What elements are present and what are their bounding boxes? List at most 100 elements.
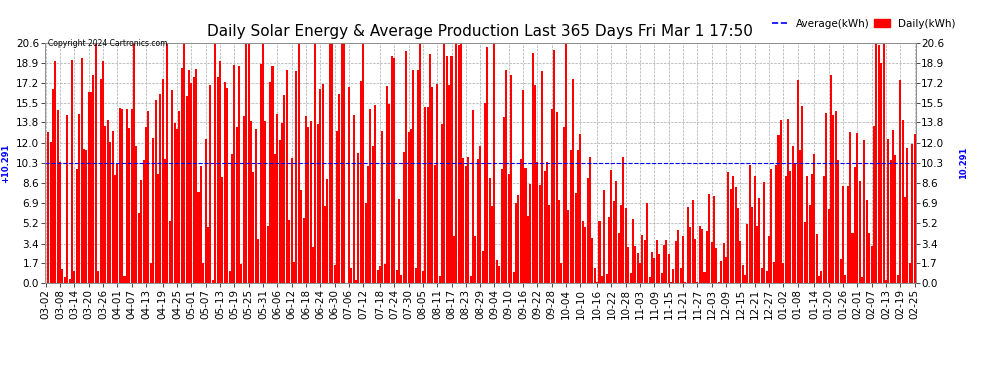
Bar <box>914 134 916 283</box>
Bar <box>484 103 486 283</box>
Bar <box>178 111 180 283</box>
Bar <box>635 246 637 283</box>
Bar <box>171 90 173 283</box>
Bar <box>197 192 200 283</box>
Bar <box>601 276 603 283</box>
Bar <box>324 206 326 283</box>
Bar <box>735 187 737 283</box>
Bar <box>579 134 581 283</box>
Bar <box>620 206 622 283</box>
Bar <box>136 146 138 283</box>
Bar <box>124 276 126 283</box>
Bar <box>515 203 517 283</box>
Bar <box>887 139 889 283</box>
Bar <box>718 282 720 283</box>
Bar <box>331 43 334 283</box>
Bar <box>408 132 410 283</box>
Bar <box>212 280 214 283</box>
Bar <box>398 199 400 283</box>
Bar <box>740 240 742 283</box>
Bar <box>214 43 216 283</box>
Text: +10.291: +10.291 <box>1 144 10 183</box>
Bar <box>574 193 576 283</box>
Bar <box>904 196 906 283</box>
Bar <box>148 111 149 283</box>
Bar <box>439 276 441 283</box>
Bar <box>336 131 338 283</box>
Bar <box>156 174 159 283</box>
Bar <box>210 86 212 283</box>
Bar <box>653 258 655 283</box>
Bar <box>851 233 853 283</box>
Bar <box>347 87 349 283</box>
Bar <box>248 43 249 283</box>
Bar <box>603 190 605 283</box>
Bar <box>775 165 777 283</box>
Bar <box>80 58 82 283</box>
Bar <box>76 170 78 283</box>
Bar <box>327 179 329 283</box>
Bar <box>648 277 650 283</box>
Bar <box>897 275 899 283</box>
Bar <box>828 209 830 283</box>
Bar <box>809 204 811 283</box>
Bar <box>298 43 300 283</box>
Bar <box>448 85 450 283</box>
Bar <box>773 262 775 283</box>
Bar <box>555 112 557 283</box>
Bar <box>565 43 567 283</box>
Bar <box>679 268 682 283</box>
Bar <box>742 265 743 283</box>
Bar <box>238 66 241 283</box>
Bar <box>339 94 341 283</box>
Bar <box>92 75 94 283</box>
Bar <box>278 140 281 283</box>
Bar <box>505 70 508 283</box>
Bar <box>833 115 835 283</box>
Bar <box>444 43 446 283</box>
Bar <box>481 251 483 283</box>
Bar <box>312 248 314 283</box>
Bar <box>56 110 58 283</box>
Bar <box>489 178 491 283</box>
Bar <box>708 194 710 283</box>
Bar <box>405 51 407 283</box>
Bar <box>317 124 319 283</box>
Bar <box>152 138 154 283</box>
Bar <box>143 160 145 283</box>
Bar <box>100 79 102 283</box>
Bar <box>567 210 569 283</box>
Bar <box>460 43 462 283</box>
Bar <box>181 68 183 283</box>
Bar <box>200 166 202 283</box>
Bar <box>477 159 479 283</box>
Bar <box>104 126 107 283</box>
Bar <box>486 47 488 283</box>
Bar <box>462 158 464 283</box>
Bar <box>222 177 224 283</box>
Bar <box>384 264 386 283</box>
Bar <box>760 268 763 283</box>
Bar <box>102 61 104 283</box>
Bar <box>870 246 872 283</box>
Bar <box>291 158 293 283</box>
Bar <box>126 110 128 283</box>
Bar <box>467 156 469 283</box>
Bar <box>85 150 87 283</box>
Bar <box>591 238 593 283</box>
Bar <box>763 182 765 283</box>
Bar <box>48 132 50 283</box>
Bar <box>452 236 455 283</box>
Bar <box>266 226 268 283</box>
Bar <box>704 272 706 283</box>
Bar <box>207 227 209 283</box>
Bar <box>821 271 823 283</box>
Bar <box>229 270 231 283</box>
Bar <box>844 275 846 283</box>
Bar <box>782 263 784 283</box>
Bar <box>584 228 586 283</box>
Title: Daily Solar Energy & Average Production Last 365 Days Fri Mar 1 17:50: Daily Solar Energy & Average Production … <box>207 24 753 39</box>
Bar <box>176 129 178 283</box>
Bar <box>68 279 70 283</box>
Bar <box>420 43 422 283</box>
